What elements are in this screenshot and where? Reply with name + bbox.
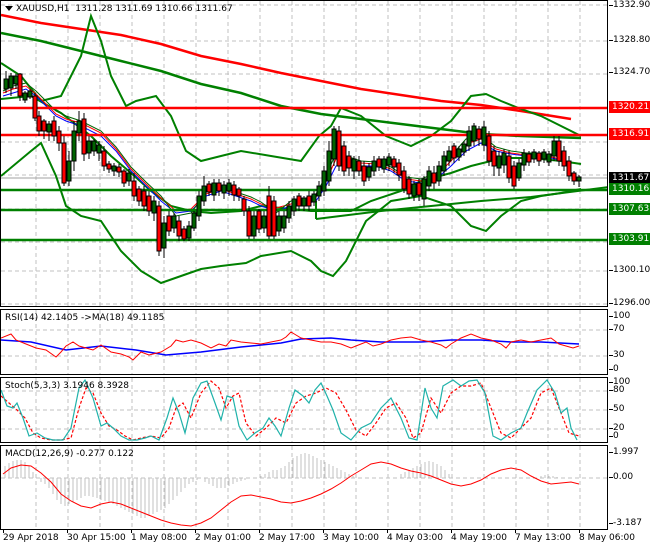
price-tick: 1300.10 bbox=[608, 265, 650, 275]
rsi-axis: 100 70 30 0 bbox=[608, 309, 650, 375]
stoch-main-line bbox=[1, 378, 578, 441]
time-tick: 1 May 08:00 bbox=[131, 529, 187, 543]
rsi-tick: 70 bbox=[608, 324, 625, 334]
macd-tick: 0.00 bbox=[608, 472, 634, 482]
trendline-support bbox=[315, 186, 607, 220]
level-label-1310: 1310.16 bbox=[609, 183, 650, 195]
price-chart-panel[interactable]: XAUUSD,H1 1311.28 1311.69 1310.66 1311.6… bbox=[0, 0, 608, 307]
chart-title: XAUUSD,H1 1311.28 1311.69 1310.66 1311.6… bbox=[5, 4, 233, 14]
price-tick: 1328.80 bbox=[608, 35, 650, 45]
rsi-canvas bbox=[1, 310, 607, 374]
price-grid bbox=[1, 1, 607, 306]
rsi-tick: 30 bbox=[608, 350, 625, 360]
dropdown-triangle-icon[interactable] bbox=[5, 6, 13, 11]
macd-panel[interactable]: MACD(12,26,9) -0.277 0.122 bbox=[0, 445, 608, 530]
stoch-tick: 50 bbox=[608, 404, 625, 414]
price-chart-canvas bbox=[1, 1, 607, 306]
current-price-label: 1311.67 bbox=[609, 172, 650, 184]
long-ma-green bbox=[1, 31, 582, 140]
time-tick: 3 May 10:00 bbox=[323, 529, 379, 543]
level-label-1303: 1303.91 bbox=[609, 233, 650, 245]
stoch-axis: 100 80 50 20 0 bbox=[608, 377, 650, 443]
stoch-tick: 20 bbox=[608, 423, 625, 433]
time-tick: 4 May 19:00 bbox=[451, 529, 507, 543]
ohlc-values: 1311.28 1311.69 1310.66 1311.67 bbox=[75, 4, 233, 14]
bollinger-lower bbox=[1, 141, 582, 285]
time-tick: 2 May 17:00 bbox=[259, 529, 315, 543]
stoch-tick: 100 bbox=[608, 377, 631, 387]
price-tick: 1332.90 bbox=[608, 0, 650, 10]
macd-tick: -3.187 bbox=[608, 518, 643, 528]
time-axis: 29 Apr 2018 30 Apr 15:00 1 May 08:00 2 M… bbox=[0, 529, 650, 550]
time-tick: 7 May 13:00 bbox=[515, 529, 571, 543]
rsi-tick: 100 bbox=[608, 311, 631, 321]
time-tick: 2 May 01:00 bbox=[195, 529, 251, 543]
price-tick: 1296.00 bbox=[608, 298, 650, 308]
time-tick: 8 May 06:00 bbox=[579, 529, 635, 543]
time-tick: 4 May 03:00 bbox=[387, 529, 443, 543]
time-tick: 29 Apr 2018 bbox=[3, 529, 59, 543]
price-tick: 1324.70 bbox=[608, 67, 650, 77]
symbol-label: XAUUSD,H1 bbox=[16, 4, 70, 14]
stoch-canvas bbox=[1, 378, 607, 442]
level-label-1307: 1307.63 bbox=[609, 203, 650, 215]
rsi-title: RSI(14) 42.1405 ->MA(18) 49.1185 bbox=[5, 313, 165, 323]
macd-histogram bbox=[4, 453, 558, 518]
long-ma-red bbox=[1, 13, 572, 121]
level-label-1316: 1316.91 bbox=[609, 128, 650, 140]
stoch-tick: 0 bbox=[609, 431, 619, 441]
candles bbox=[3, 71, 582, 258]
macd-signal-line bbox=[2, 461, 580, 527]
macd-axis: 1.997 0.00 -3.187 bbox=[608, 445, 650, 530]
rsi-tick: 0 bbox=[609, 364, 619, 374]
stochastic-panel[interactable]: Stoch(5,3,3) 3.1946 8.3928 bbox=[0, 377, 608, 443]
bollinger-upper bbox=[1, 12, 582, 163]
price-axis: 1332.90 1328.80 1324.70 1296.00 1300.10 … bbox=[608, 0, 650, 308]
rsi-panel[interactable]: RSI(14) 42.1405 ->MA(18) 49.1185 bbox=[0, 309, 608, 375]
macd-tick: 1.997 bbox=[609, 447, 639, 457]
stoch-title: Stoch(5,3,3) 3.1946 8.3928 bbox=[5, 381, 130, 391]
rsi-ma-line bbox=[1, 337, 580, 356]
stoch-tick: 80 bbox=[608, 385, 625, 395]
rsi-line bbox=[1, 331, 580, 361]
time-tick: 30 Apr 15:00 bbox=[67, 529, 126, 543]
macd-title: MACD(12,26,9) -0.277 0.122 bbox=[5, 449, 134, 459]
level-label-1320: 1320.21 bbox=[609, 101, 650, 113]
macd-canvas bbox=[1, 446, 607, 529]
